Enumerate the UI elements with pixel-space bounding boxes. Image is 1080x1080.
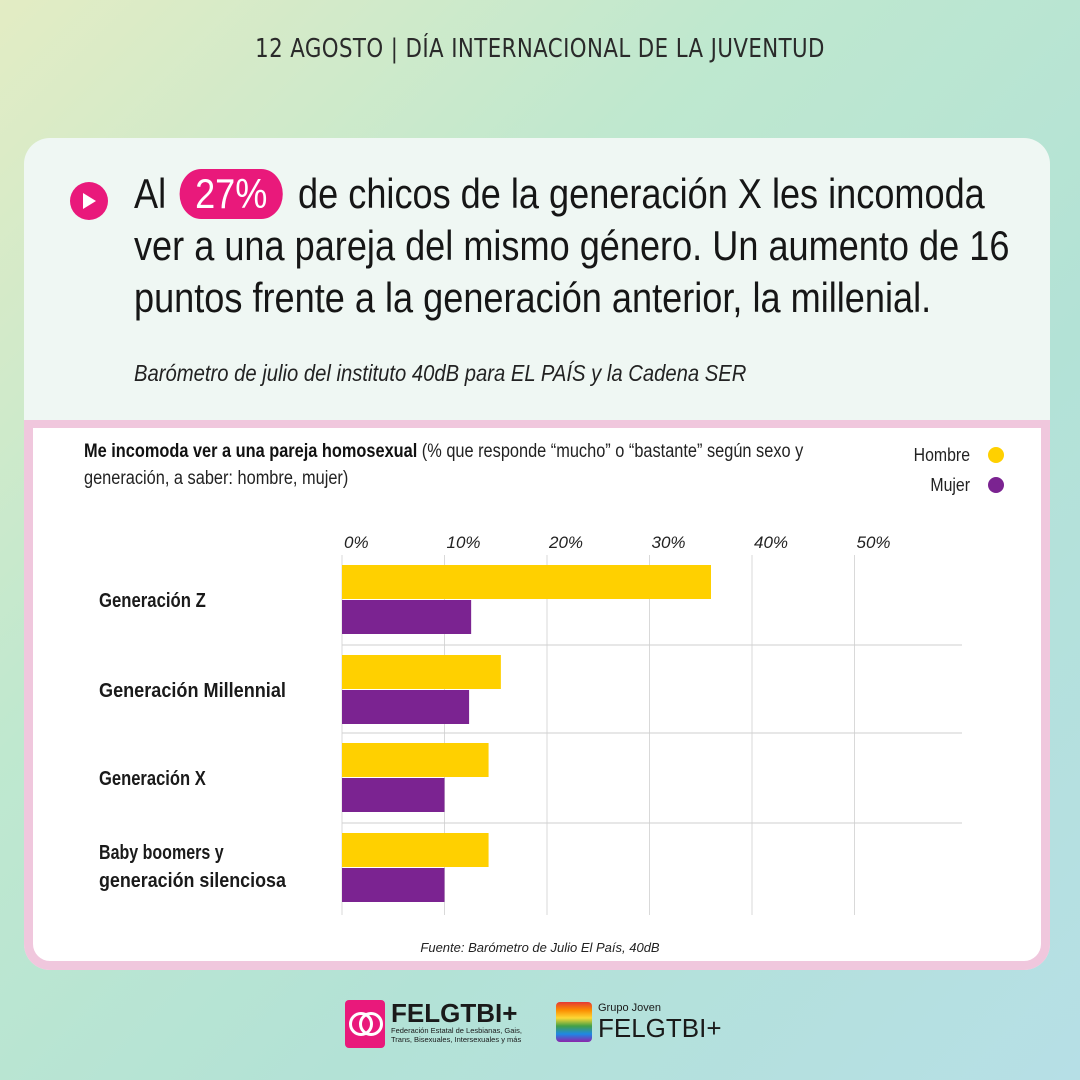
chart-title-main: Me incomoda ver a una pareja homosexual (84, 441, 418, 462)
x-tick-label: 50% (857, 533, 891, 552)
x-tick-label: 20% (548, 533, 583, 552)
chart-legend: Hombre Mujer (906, 440, 1004, 500)
headline-before: Al (134, 170, 167, 217)
chart-title: Me incomoda ver a una pareja homosexual … (84, 438, 841, 492)
legend-label-mujer: Mujer (930, 474, 970, 495)
bar-mujer-2 (342, 778, 445, 812)
x-tick-label: 0% (344, 533, 369, 552)
legend-label-hombre: Hombre (913, 444, 970, 465)
chart-title-note: (% que responde “mucho” o “bastante” seg… (84, 441, 804, 489)
chart-source: Fuente: Barómetro de Julio El País, 40dB (420, 940, 660, 955)
x-tick-label: 30% (652, 533, 686, 552)
headline: Al 27% de chicos de la generación X les … (134, 168, 1011, 324)
bar-mujer-0 (342, 600, 472, 634)
bar-hombre-2 (342, 743, 489, 777)
highlight-badge: 27% (179, 169, 283, 219)
legend-item-mujer: Mujer (906, 470, 1004, 500)
x-tick-label: 40% (754, 533, 788, 552)
chart-panel (24, 420, 1050, 970)
bar-hombre-1 (342, 655, 501, 689)
x-tick-label: 10% (447, 533, 481, 552)
felgtbi-logo-desc: Federación Estatal de Lesbianas, Gais, T… (391, 1026, 522, 1044)
legend-dot-mujer (988, 477, 1004, 493)
bar-hombre-3 (342, 833, 489, 867)
rainbow-figure-icon (556, 1002, 592, 1042)
category-label: Generación Z (99, 590, 206, 612)
legend-item-hombre: Hombre (906, 440, 1004, 470)
bar-mujer-3 (342, 868, 445, 902)
headline-subtitle: Barómetro de julio del instituto 40dB pa… (134, 360, 747, 386)
category-label: Baby boomers y (99, 842, 224, 864)
bar-mujer-1 (342, 690, 470, 724)
grupo-joven-label: Grupo Joven (598, 1002, 661, 1014)
play-icon (70, 182, 108, 220)
grupo-joven-logo: Grupo Joven FELGTBI+ (556, 1002, 722, 1042)
category-label: Generación X (99, 768, 206, 790)
legend-dot-hombre (988, 447, 1004, 463)
category-label: generación silenciosa (99, 870, 287, 892)
felgtbi-logo-name: FELGTBI+ (391, 998, 518, 1028)
bar-hombre-0 (342, 565, 711, 599)
grupo-joven-name: FELGTBI+ (598, 1013, 722, 1043)
category-label: Generación Millennial (99, 680, 286, 702)
felgtbi-symbol-icon (345, 1000, 385, 1048)
headline-after: de chicos de la generación X les incomod… (134, 170, 1010, 321)
page-header-title: 12 AGOSTO | DÍA INTERNACIONAL DE LA JUVE… (255, 34, 825, 64)
felgtbi-logo: FELGTBI+ Federación Estatal de Lesbianas… (345, 1000, 541, 1048)
footer: FELGTBI+ Federación Estatal de Lesbianas… (0, 1000, 1080, 1060)
